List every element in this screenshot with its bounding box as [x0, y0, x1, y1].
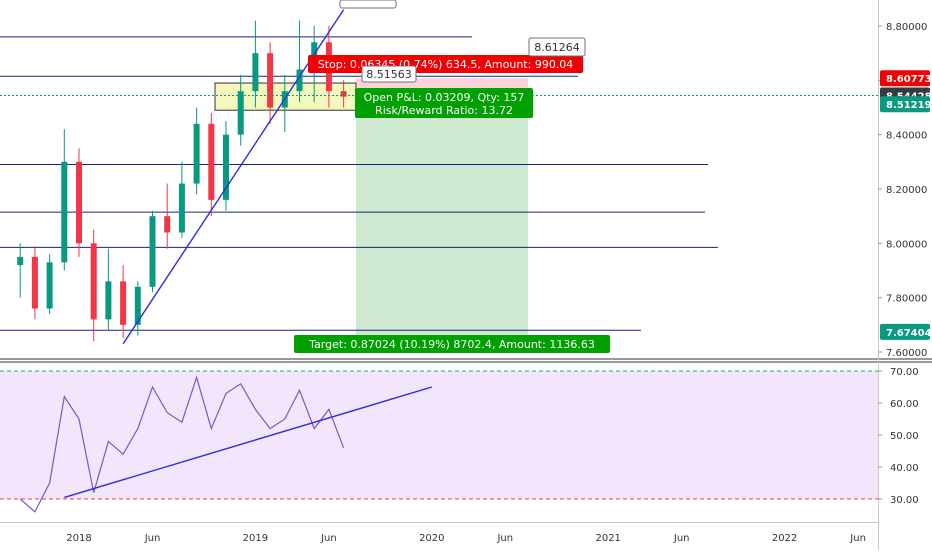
price-badge-label: 8.60773 — [886, 74, 932, 85]
price-tick-label: 8.40000 — [886, 131, 927, 142]
time-tick-label: 2019 — [243, 533, 268, 544]
candle-body — [208, 123, 215, 200]
price-tick-label: 7.80000 — [886, 294, 927, 305]
rsi-pane — [0, 370, 878, 513]
rsi-trendline[interactable] — [64, 386, 433, 499]
candle-body — [46, 262, 53, 309]
time-axis[interactable]: 2018 Jun 2019 Jun 2020 Jun 2021 Jun 2022 Jun — [66, 533, 866, 544]
candle-body — [61, 161, 68, 263]
callout-1: 8.61264 — [534, 41, 580, 54]
rsi-tick-label: 30.00 — [890, 495, 919, 506]
candle-body — [31, 256, 38, 309]
stop-label: Stop: 0.06345 (0.74%) 634.5, Amount: 990… — [318, 58, 574, 71]
rsi-axis[interactable]: 70.00 60.00 50.00 40.00 30.00 — [878, 367, 919, 506]
rsi-band — [0, 371, 878, 499]
callout-3-box — [339, 0, 397, 9]
candle-body — [120, 281, 127, 325]
time-tick-label: Jun — [496, 533, 513, 544]
callout-1-box — [528, 37, 586, 57]
candle-body — [237, 91, 244, 135]
candle-body — [149, 216, 156, 287]
time-tick-label: 2022 — [772, 533, 797, 544]
rsi-tick-label: 70.00 — [890, 367, 919, 378]
position-labels: Stop: 0.06345 (0.74%) 634.5, Amount: 990… — [294, 0, 610, 353]
price-tick-label: 8.00000 — [886, 239, 927, 250]
callout-2: 8.51563 — [366, 68, 412, 81]
price-tick-label: 7.60000 — [886, 348, 927, 359]
time-tick-label: Jun — [673, 533, 690, 544]
candle-body — [178, 183, 185, 233]
rsi-tick-label: 40.00 — [890, 463, 919, 474]
price-badge — [880, 70, 930, 87]
price-tick-label: 8.80000 — [886, 22, 927, 33]
target-label-box — [294, 335, 610, 353]
candle-body — [164, 216, 171, 233]
pnl-label: Open P&L: 0.03209, Qty: 157 — [364, 91, 525, 104]
candle-body — [267, 53, 274, 108]
candle-body — [17, 256, 24, 266]
pnl-panel-box — [355, 88, 533, 118]
target-label: Target: 0.87024 (10.19%) 8702.4, Amount:… — [308, 338, 595, 351]
time-tick-label: 2020 — [419, 533, 444, 544]
profit-zone[interactable] — [356, 95, 528, 344]
horizontal-levels — [0, 36, 718, 331]
price-tick-label: 8.20000 — [886, 185, 927, 196]
candle-body — [252, 53, 259, 92]
candles — [17, 20, 347, 342]
candle-body — [340, 91, 347, 97]
price-badge-label: 7.67404 — [886, 328, 932, 339]
candle-body — [90, 243, 97, 320]
price-badge — [880, 96, 930, 113]
rsi-line — [19, 375, 345, 513]
price-badge-label: 8.51219 — [886, 100, 932, 111]
candle-body — [296, 69, 303, 92]
candle-body — [193, 123, 200, 184]
rsi-tick-label: 60.00 — [890, 399, 919, 410]
callout-2-box — [361, 65, 417, 83]
price-badge — [880, 323, 930, 340]
candle-body — [134, 286, 141, 325]
time-tick-label: 2018 — [66, 533, 91, 544]
time-tick-label: Jun — [849, 533, 866, 544]
candle-body — [76, 161, 82, 244]
time-tick-label: Jun — [320, 533, 337, 544]
rsi-tick-label: 50.00 — [890, 431, 919, 442]
rr-label: Risk/Reward Ratio: 13.72 — [375, 104, 513, 117]
time-tick-label: Jun — [144, 533, 161, 544]
candle-body — [105, 281, 112, 320]
price-trendline[interactable] — [122, 9, 345, 345]
time-tick-label: 2021 — [595, 533, 620, 544]
candle-body — [223, 134, 229, 200]
